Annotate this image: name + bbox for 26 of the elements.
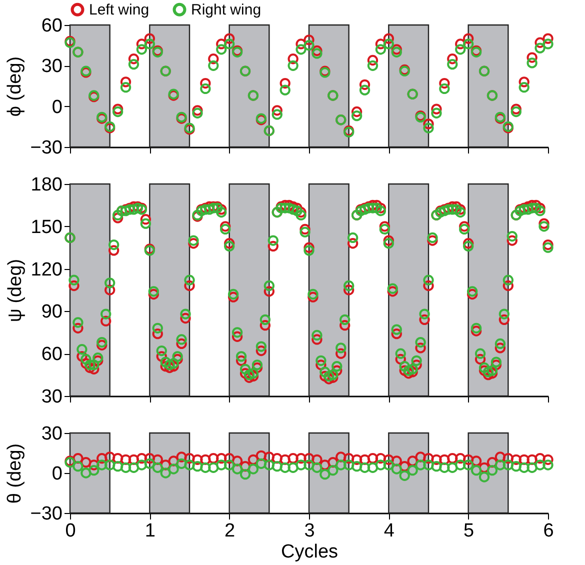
- legend-label: Right wing: [191, 2, 262, 19]
- x-tick-label: 6: [543, 520, 554, 542]
- y-axis-title: ϕ (deg): [4, 56, 26, 117]
- y-tick-label: 0: [52, 96, 62, 118]
- y-tick-label: 90: [41, 302, 62, 323]
- y-tick-label: 150: [30, 216, 62, 238]
- y-tick-label: 180: [30, 174, 62, 196]
- legend-label: Left wing: [89, 2, 150, 19]
- y-axis-title: ψ (deg): [4, 258, 26, 322]
- y-tick-label: 30: [41, 386, 62, 408]
- x-tick-label: 5: [464, 520, 474, 542]
- y-tick-label: 60: [41, 344, 62, 366]
- x-tick-label: 1: [144, 520, 156, 542]
- x-tick-label: 0: [65, 520, 76, 542]
- x-tick-label: 3: [304, 520, 315, 542]
- y-tick-label: 60: [41, 16, 62, 36]
- x-tick-label: 4: [384, 520, 395, 542]
- y-tick-label: −30: [30, 138, 62, 158]
- y-tick-label: 30: [41, 424, 62, 444]
- x-axis-title: Cycles: [280, 542, 338, 562]
- y-tick-label: 30: [41, 56, 62, 78]
- y-tick-label: −30: [30, 504, 62, 524]
- y-axis-title: θ (deg): [4, 443, 26, 504]
- y-tick-label: 120: [30, 259, 62, 280]
- x-tick-label: 2: [224, 520, 236, 542]
- y-tick-label: 0: [52, 464, 62, 484]
